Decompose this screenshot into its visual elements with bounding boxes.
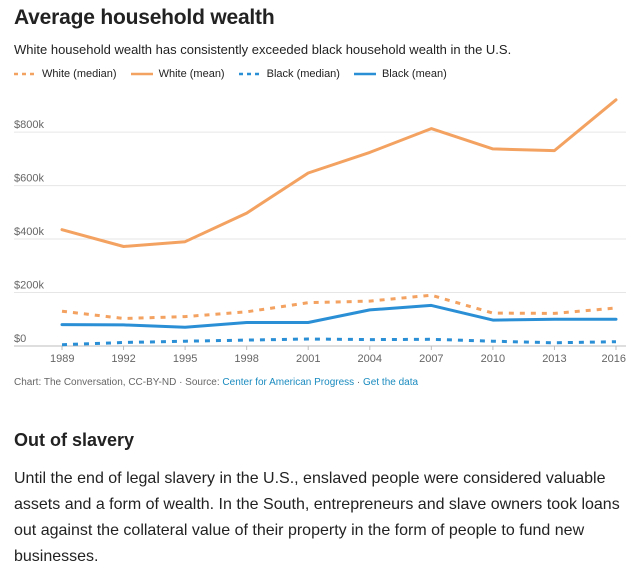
x-tick-label: 2013 xyxy=(542,353,566,365)
x-tick-label: 2007 xyxy=(419,353,443,365)
x-tick-label: 2001 xyxy=(296,353,320,365)
article-paragraph: Until the end of legal slavery in the U.… xyxy=(14,470,620,565)
x-tick-label: 1989 xyxy=(50,353,74,365)
x-tick-label: 1995 xyxy=(173,353,197,365)
series-line-white-mean xyxy=(60,98,618,248)
source-link[interactable]: Center for American Progress xyxy=(222,377,355,388)
x-tick-label: 2016 xyxy=(602,353,626,365)
legend-swatch-white-median xyxy=(14,72,36,76)
legend-label-black-median: Black (median) xyxy=(266,68,340,80)
legend-swatch-black-median xyxy=(238,72,261,76)
series-line-black-median xyxy=(61,337,617,347)
y-tick-label: $800k xyxy=(14,119,44,131)
source-prefix: Chart: The Conversation, CC-BY-ND · Sour… xyxy=(14,377,223,388)
y-tick-label: $400k xyxy=(14,226,44,238)
source-separator: · xyxy=(354,377,364,388)
legend-label-white-mean: White (mean) xyxy=(158,68,225,80)
y-tick-label: $600k xyxy=(14,173,44,185)
chart-title: Average household wealth xyxy=(14,6,275,29)
legend-label-white-median: White (median) xyxy=(42,68,117,80)
chart-source: Chart: The Conversation, CC-BY-ND · Sour… xyxy=(14,377,418,388)
legend-item-black-median: Black (median) xyxy=(238,68,340,80)
x-tick-label: 1998 xyxy=(234,353,258,365)
x-tick-label: 2004 xyxy=(358,353,382,365)
x-tick-label: 2010 xyxy=(481,353,505,365)
get-data-link[interactable]: Get the data xyxy=(363,377,419,388)
legend-item-white-median: White (median) xyxy=(14,68,117,80)
line-chart: $0 $200k $400k $600k $800k 1989 1992 1995 1998 20… xyxy=(14,98,626,365)
series-line-white-median xyxy=(61,293,617,320)
legend-swatch-white-mean xyxy=(130,72,153,76)
x-tick-label: 1992 xyxy=(111,353,135,365)
legend-item-black-mean: Black (mean) xyxy=(353,68,447,80)
chart-subtitle: White household wealth has consistently … xyxy=(14,42,512,57)
y-tick-label: $200k xyxy=(14,280,44,292)
legend-label-black-mean: Black (mean) xyxy=(381,68,447,80)
y-tick-label: $0 xyxy=(14,333,26,345)
legend-item-white-mean: White (mean) xyxy=(130,68,225,80)
legend-swatch-black-mean xyxy=(353,72,376,76)
chart-legend: White (median) White (mean) Black (media… xyxy=(14,68,461,80)
section-heading: Out of slavery xyxy=(14,430,135,450)
series-line-black-mean xyxy=(60,303,618,329)
